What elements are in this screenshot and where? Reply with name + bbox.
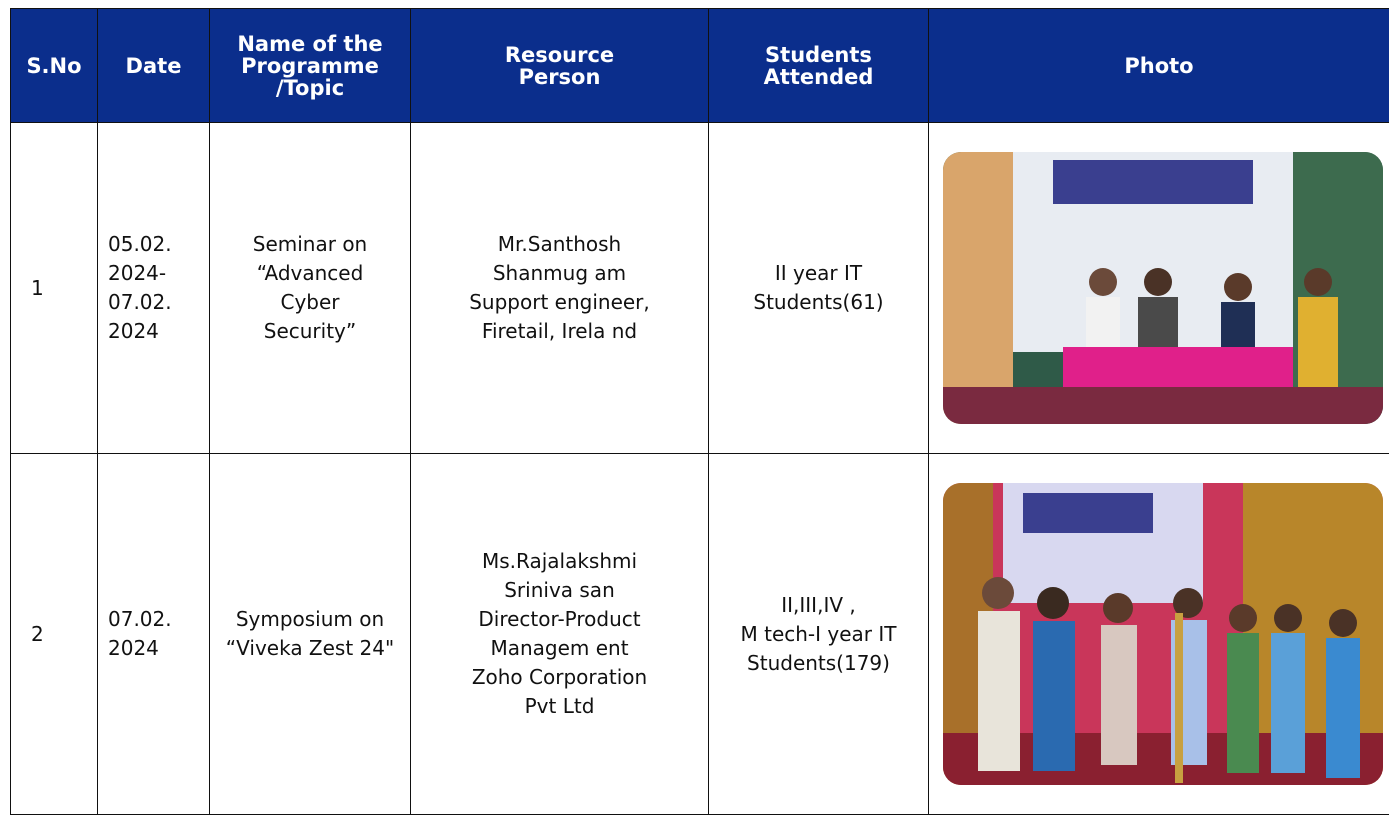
cell: 07.02. 2024 bbox=[98, 454, 210, 815]
page: S.No Date Name of the Programme /Topic R… bbox=[0, 0, 1389, 760]
header-cell: Resource Person bbox=[411, 9, 709, 123]
row: 1 05.02. 2024- 07.02. 2024 Seminar on “A… bbox=[11, 123, 1389, 454]
header-row: S.No Date Name of the Programme /Topic R… bbox=[11, 9, 1389, 123]
header-cell: Date bbox=[98, 9, 210, 123]
cell: Symposium on “Viveka Zest 24" bbox=[210, 454, 411, 815]
photo bbox=[943, 152, 1383, 424]
header-cell: Photo bbox=[929, 9, 1389, 123]
cell: II year IT Students(61) bbox=[709, 123, 929, 454]
photo bbox=[943, 483, 1383, 785]
row: 2 07.02. 2024 Symposium on “Viveka Zest … bbox=[11, 454, 1389, 815]
cell: Mr.Santhosh Shanmug am Support engineer,… bbox=[411, 123, 709, 454]
photo-cell bbox=[929, 123, 1389, 454]
cell: Ms.Rajalakshmi Sriniva san Director-Prod… bbox=[411, 454, 709, 815]
cell: 1 bbox=[11, 123, 98, 454]
cell: 05.02. 2024- 07.02. 2024 bbox=[98, 123, 210, 454]
cell: 2 bbox=[11, 454, 98, 815]
cell: II,III,IV , M tech-I year IT Students(17… bbox=[709, 454, 929, 815]
events-table: S.No Date Name of the Programme /Topic R… bbox=[10, 8, 1389, 815]
header-cell: Students Attended bbox=[709, 9, 929, 123]
header-cell: S.No bbox=[11, 9, 98, 123]
photo-cell bbox=[929, 454, 1389, 815]
cell: Seminar on “Advanced Cyber Security” bbox=[210, 123, 411, 454]
header-cell: Name of the Programme /Topic bbox=[210, 9, 411, 123]
